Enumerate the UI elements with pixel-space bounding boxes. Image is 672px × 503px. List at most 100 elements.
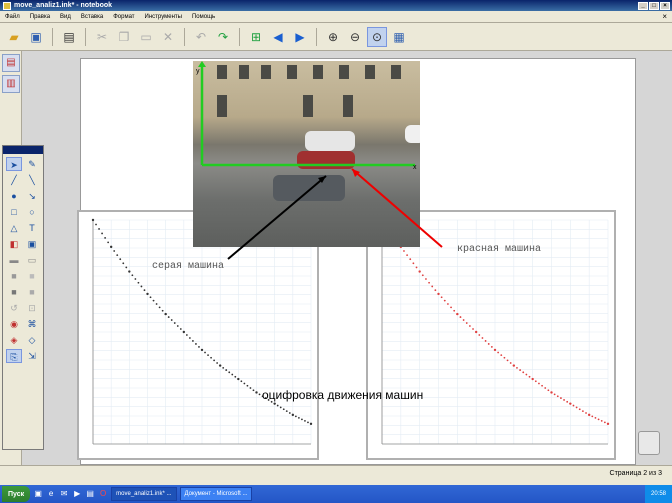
zoom-out-icon[interactable]: ⊖ — [349, 29, 361, 44]
undo-icon[interactable]: ↶ — [195, 29, 207, 44]
data-point — [481, 337, 484, 339]
menu-edit[interactable]: Правка — [29, 13, 51, 20]
fill-tool-icon[interactable]: ◧ — [9, 239, 19, 249]
maximize-button[interactable]: □ — [649, 1, 659, 10]
export-tool-icon[interactable]: ⇲ — [28, 351, 36, 361]
close-button[interactable]: × — [660, 1, 670, 10]
pen-tool-icon[interactable]: ✎ — [28, 159, 36, 169]
line-tool-icon[interactable]: ╲ — [29, 175, 35, 185]
clip-tool-icon[interactable]: ⌘ — [27, 319, 37, 329]
start-button[interactable]: Пуск — [2, 486, 31, 502]
forward-icon[interactable]: ▶ — [295, 29, 305, 44]
data-point — [192, 340, 194, 342]
redo-icon[interactable]: ↷ — [217, 29, 229, 44]
close-doc-icon[interactable]: × — [662, 12, 667, 21]
opera-icon[interactable]: O — [100, 489, 107, 498]
data-point — [231, 373, 234, 376]
back-icon[interactable]: ◀ — [273, 29, 283, 44]
data-point — [276, 404, 279, 407]
copy-icon[interactable]: ❐ — [118, 29, 130, 44]
mail-icon[interactable]: ✉ — [60, 489, 68, 498]
trash-icon[interactable] — [638, 431, 660, 455]
building-window — [303, 95, 313, 117]
menu-format[interactable]: Формат — [113, 13, 135, 20]
swatch-gray-icon[interactable]: ■ — [11, 271, 17, 281]
data-point — [210, 356, 212, 359]
task-word[interactable]: Документ - Microsoft ... — [179, 487, 253, 501]
task-notebook[interactable]: move_analiz1.ink* ... — [111, 487, 177, 501]
page-sorter-icon[interactable]: ▤ — [2, 54, 20, 72]
data-point — [273, 402, 276, 405]
data-point — [101, 232, 103, 235]
add-page-icon[interactable]: ⊞ — [250, 29, 262, 44]
data-point — [270, 400, 273, 403]
data-point — [560, 397, 562, 399]
data-point — [134, 278, 137, 280]
data-point — [409, 258, 412, 261]
data-point — [581, 410, 584, 413]
line-width-icon[interactable]: ▬ — [9, 255, 19, 265]
swatch-dark-icon[interactable]: ■ — [11, 287, 17, 297]
gray-car-chart — [91, 218, 313, 445]
menu-tools[interactable]: Инструменты — [144, 13, 182, 20]
data-point — [152, 299, 155, 302]
triangle-tool-icon[interactable]: △ — [10, 223, 18, 233]
workspace: y x серая машина красная машина оцифровк… — [22, 51, 672, 465]
data-point — [459, 316, 462, 318]
cut-icon[interactable]: ✂ — [96, 29, 108, 44]
data-point — [195, 343, 197, 345]
data-point — [465, 322, 468, 324]
menu-file[interactable]: Файл — [5, 13, 20, 20]
data-point — [91, 218, 95, 222]
print-icon[interactable]: ▤ — [63, 29, 75, 44]
rotate-tool-icon[interactable]: ↺ — [10, 303, 18, 313]
data-point — [440, 296, 443, 299]
text-tool-icon[interactable]: T — [29, 223, 35, 233]
zoom-fit-icon[interactable]: ⊙ — [367, 26, 387, 47]
data-point — [116, 254, 119, 256]
browser-icon[interactable]: e — [48, 489, 54, 498]
delete-icon[interactable]: ✕ — [162, 29, 174, 44]
building-window — [365, 65, 375, 79]
menu-insert[interactable]: Вставка — [80, 13, 104, 20]
eraser-tool-icon[interactable]: ● — [11, 191, 17, 201]
data-point — [516, 366, 518, 369]
connector-tool-icon[interactable]: ↘ — [28, 191, 36, 201]
save-icon[interactable]: ▣ — [30, 29, 42, 44]
gray-car-plot[interactable] — [77, 210, 319, 460]
brush-tool-icon[interactable]: ╱ — [11, 175, 17, 185]
palette-header[interactable] — [3, 146, 43, 154]
camera-tool-icon[interactable]: ◉ — [10, 319, 18, 329]
minimize-button[interactable]: _ — [638, 1, 648, 10]
media-icon[interactable]: ▶ — [74, 489, 81, 498]
gallery-icon[interactable]: ▥ — [2, 75, 20, 93]
red-car-plot[interactable] — [366, 210, 616, 460]
send-back-icon[interactable]: ◇ — [28, 335, 36, 345]
desktop-icon[interactable]: ▣ — [34, 489, 42, 498]
swatch-mid-icon[interactable]: ■ — [29, 287, 35, 297]
data-point — [155, 303, 158, 305]
menu-help[interactable]: Помощь — [191, 13, 216, 20]
paste-icon[interactable]: ▭ — [140, 29, 152, 44]
folder-icon[interactable]: ▤ — [86, 489, 94, 498]
data-point — [146, 292, 149, 296]
swatch-light-icon[interactable]: ■ — [29, 271, 35, 281]
select-tool-icon[interactable]: ➤ — [6, 157, 22, 171]
data-point — [113, 250, 116, 252]
page-tool-icon[interactable]: ⎘ — [6, 349, 22, 363]
ellipse-tool-icon[interactable]: ○ — [29, 207, 35, 217]
bring-front-icon[interactable]: ◈ — [10, 335, 18, 345]
menu-view[interactable]: Вид — [60, 13, 71, 20]
rectangle-tool-icon[interactable]: □ — [11, 207, 17, 217]
group-tool-icon[interactable]: ⊡ — [28, 303, 36, 313]
open-icon[interactable]: ▰ — [9, 29, 19, 44]
color-picker-icon[interactable]: ▣ — [27, 239, 37, 249]
screen-icon[interactable]: ▦ — [393, 29, 405, 44]
data-point — [297, 416, 300, 419]
street-photo[interactable]: y x — [193, 61, 420, 247]
line-style-icon[interactable]: ▭ — [27, 255, 37, 265]
zoom-in-icon[interactable]: ⊕ — [327, 29, 339, 44]
data-point — [207, 354, 209, 357]
data-point — [185, 334, 188, 336]
data-point — [437, 292, 440, 296]
